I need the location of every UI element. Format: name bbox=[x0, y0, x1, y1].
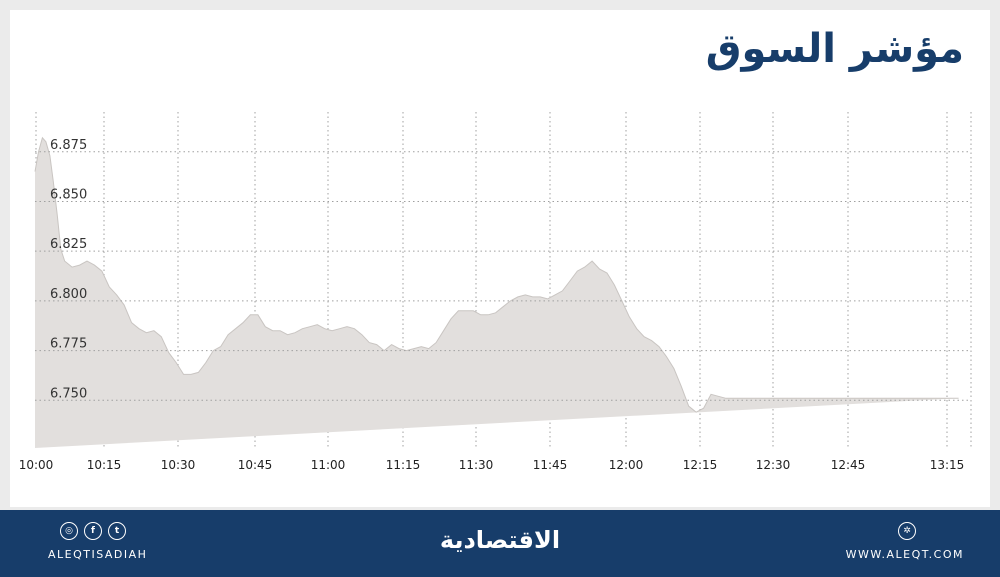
twitter-icon[interactable]: t bbox=[108, 522, 126, 540]
social-handle[interactable]: ALEQTISADIAH bbox=[48, 548, 148, 561]
x-tick-label: 12:45 bbox=[831, 458, 866, 472]
y-tick-label: 6.775 bbox=[50, 337, 87, 352]
x-tick-label: 11:30 bbox=[459, 458, 494, 472]
y-tick-label: 6.825 bbox=[50, 237, 87, 252]
x-tick-label: 10:00 bbox=[19, 458, 54, 472]
market-index-chart: 6.875 6.850 6.825 6.800 6.775 6.750 10:00 10:15… bbox=[19, 112, 972, 472]
x-tick-label: 12:00 bbox=[609, 458, 644, 472]
x-tick-label: 10:15 bbox=[87, 458, 122, 472]
y-tick-label: 6.850 bbox=[50, 187, 87, 202]
x-tick-label: 13:15 bbox=[930, 458, 965, 472]
y-tick-label: 6.800 bbox=[50, 287, 87, 302]
brand-logo: الاقتصادية bbox=[439, 526, 561, 554]
x-tick-label: 12:15 bbox=[683, 458, 718, 472]
x-tick-label: 11:15 bbox=[386, 458, 421, 472]
y-tick-label: 6.750 bbox=[50, 386, 87, 401]
x-tick-label: 10:45 bbox=[238, 458, 273, 472]
footer-bar: ◎ f t ALEQTISADIAH الاقتصادية ✲ WWW.ALEQ… bbox=[0, 510, 1000, 577]
x-tick-label: 12:30 bbox=[756, 458, 791, 472]
index-area bbox=[35, 137, 959, 449]
globe-icon: ✲ bbox=[898, 522, 916, 540]
y-tick-label: 6.875 bbox=[50, 138, 87, 153]
x-tick-label: 11:45 bbox=[533, 458, 568, 472]
index-line bbox=[34, 136, 959, 413]
instagram-icon[interactable]: ◎ bbox=[60, 522, 78, 540]
website-link[interactable]: WWW.ALEQT.COM bbox=[845, 548, 964, 561]
social-icons: ◎ f t bbox=[60, 522, 126, 540]
page-title: مؤشر السوق bbox=[705, 26, 964, 72]
x-tick-label: 11:00 bbox=[311, 458, 346, 472]
x-tick-label: 10:30 bbox=[161, 458, 196, 472]
facebook-icon[interactable]: f bbox=[84, 522, 102, 540]
